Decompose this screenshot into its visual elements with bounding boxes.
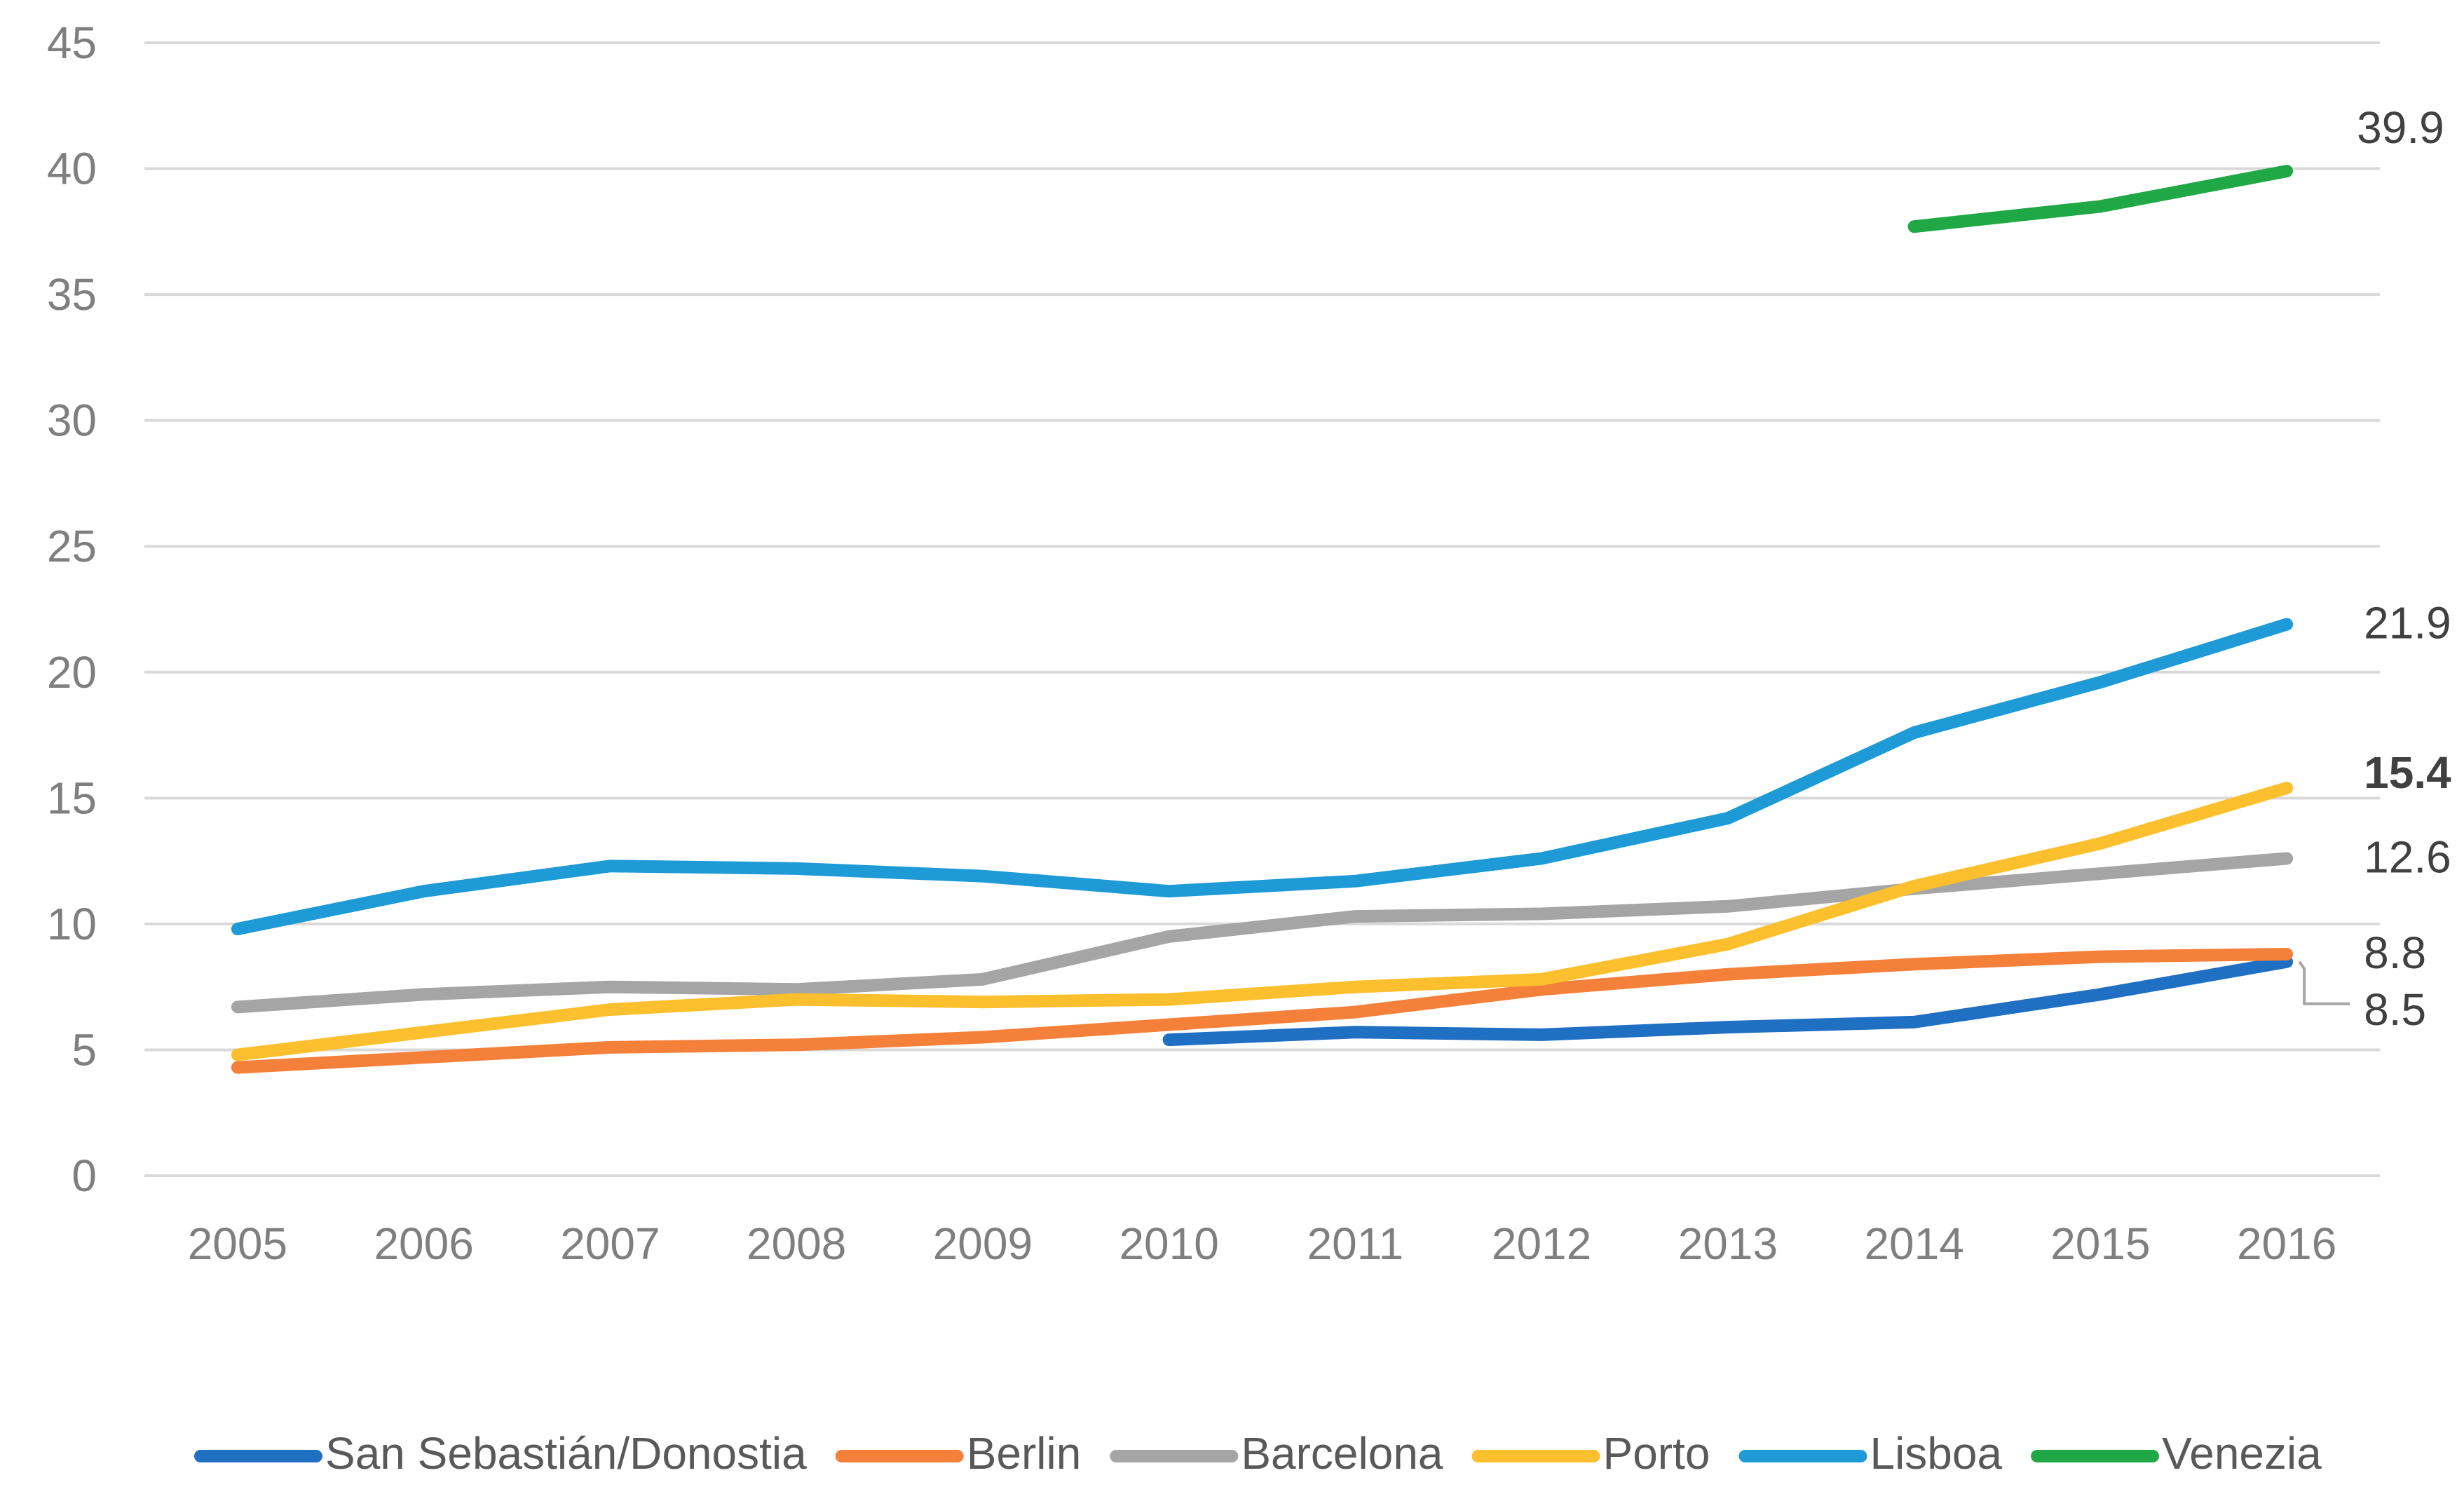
data-labels: 39.9 21.9 15.4 12.6 8.8 8.5 <box>2298 102 2451 1035</box>
x-tick-label: 2008 <box>747 1218 846 1269</box>
data-label-berlin: 8.8 <box>2364 928 2426 978</box>
data-label-san-sebastian-donostia: 8.5 <box>2364 984 2426 1035</box>
y-tick-label: 20 <box>47 647 97 698</box>
y-tick-label: 45 <box>47 18 97 68</box>
data-label-barcelona: 12.6 <box>2364 832 2451 883</box>
x-tick-label: 2013 <box>1678 1218 1778 1269</box>
legend-label-lisboa: Lisboa <box>1870 1428 2002 1479</box>
y-tick-label: 5 <box>72 1024 97 1075</box>
x-tick-label: 2015 <box>2050 1218 2150 1269</box>
x-tick-label: 2009 <box>933 1218 1033 1269</box>
y-tick-label: 25 <box>47 521 97 571</box>
x-tick-label: 2016 <box>2237 1218 2336 1269</box>
series-line-venezia <box>1907 165 2294 233</box>
y-tick-label: 35 <box>47 269 97 320</box>
legend: San Sebastián/Donostia Berlin Barcelona Por… <box>194 1428 2322 1479</box>
legend-label-san-sebastian-donostia: San Sebastián/Donostia <box>325 1428 807 1479</box>
x-tick-label: 2010 <box>1119 1218 1218 1269</box>
x-tick-label: 2011 <box>1307 1218 1404 1269</box>
y-tick-label: 30 <box>47 395 97 446</box>
series-line-porto <box>231 782 2294 1061</box>
data-label-porto: 15.4 <box>2364 747 2451 798</box>
series-line-berlin <box>231 948 2294 1074</box>
legend-label-barcelona: Barcelona <box>1241 1428 1443 1479</box>
series-lines <box>231 165 2294 1074</box>
x-tick-label: 2007 <box>560 1218 660 1269</box>
series-line-lisboa <box>231 618 2294 936</box>
y-tick-label: 40 <box>47 144 97 194</box>
x-axis-ticks: 2005 2006 2007 2008 2009 2010 2011 2012 2013 2014… <box>188 1218 2337 1269</box>
x-tick-label: 2005 <box>188 1218 287 1269</box>
y-tick-label: 15 <box>47 773 97 823</box>
data-label-lisboa: 21.9 <box>2364 598 2451 648</box>
legend-label-berlin: Berlin <box>967 1428 1082 1479</box>
data-label-venezia: 39.9 <box>2357 102 2444 153</box>
x-tick-label: 2012 <box>1492 1218 1591 1269</box>
leader-line <box>2298 960 2350 1005</box>
series-line-barcelona <box>231 852 2294 1014</box>
y-axis-ticks: 0 5 10 15 20 25 30 35 40 45 <box>47 18 97 1201</box>
y-tick-label: 10 <box>47 899 97 949</box>
x-tick-label: 2006 <box>374 1218 473 1269</box>
series-line-san-sebastian-donostia <box>1162 955 2294 1047</box>
x-tick-label: 2014 <box>1864 1218 1963 1269</box>
legend-label-venezia: Venezia <box>2162 1428 2322 1479</box>
legend-label-porto: Porto <box>1603 1428 1710 1479</box>
y-tick-label: 0 <box>72 1150 97 1201</box>
